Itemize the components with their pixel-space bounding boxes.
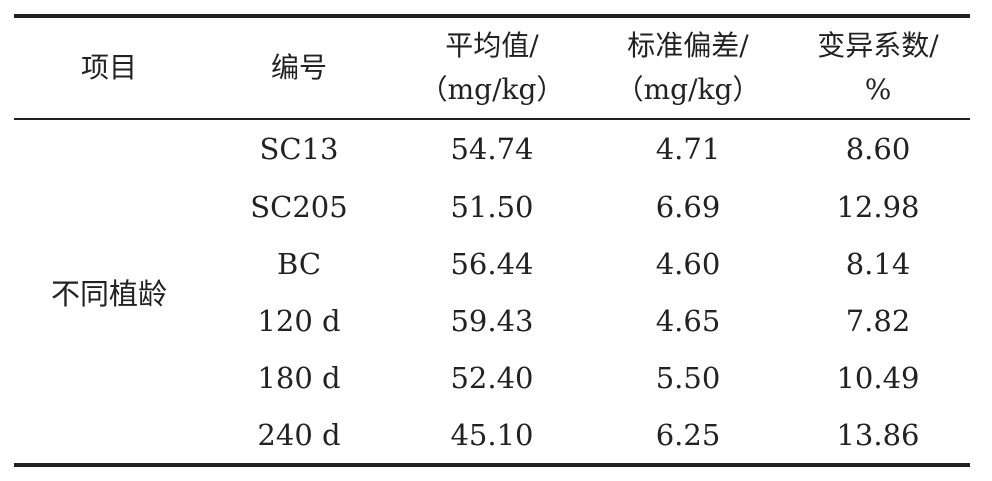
cell-cv: 12.98 (836, 189, 920, 224)
header-item: 项目 (14, 16, 204, 119)
header-id-label: 编号 (270, 51, 327, 84)
cell-cv: 13.86 (836, 417, 920, 452)
cell-mean: 52.40 (450, 360, 534, 395)
cell-mean: 54.74 (450, 132, 534, 166)
cell-mean: 59.43 (450, 303, 534, 338)
cell-mean: 56.44 (450, 246, 534, 281)
header-id: 编号 (204, 16, 394, 119)
header-cv-label: 变异系数/ (817, 29, 939, 62)
header-mean-unit: （mg/kg） (419, 73, 565, 106)
table-header: 项目 编号 平均值/ （mg/kg） 标准偏差/ （mg/kg） 变异系数/ % (14, 16, 970, 119)
cell-cv: 7.82 (845, 303, 911, 338)
cell-id: SC205 (250, 189, 348, 224)
cell-id: SC13 (259, 132, 339, 166)
statistics-table: 项目 编号 平均值/ （mg/kg） 标准偏差/ （mg/kg） 变异系数/ % (14, 14, 970, 467)
cell-sd: 6.69 (655, 189, 721, 224)
header-sd: 标准偏差/ （mg/kg） (590, 16, 786, 119)
cell-id: 180 d (257, 360, 341, 395)
cell-sd: 4.71 (655, 132, 721, 166)
cell-sd: 6.25 (655, 417, 721, 452)
cell-cv: 8.60 (845, 132, 911, 166)
header-item-label: 项目 (80, 51, 137, 84)
data-table-container: 项目 编号 平均值/ （mg/kg） 标准偏差/ （mg/kg） 变异系数/ % (14, 14, 970, 467)
cell-mean: 51.50 (450, 189, 534, 224)
header-row: 项目 编号 平均值/ （mg/kg） 标准偏差/ （mg/kg） 变异系数/ % (14, 16, 970, 119)
header-cv: 变异系数/ % (786, 16, 970, 119)
header-cv-unit: % (864, 73, 892, 106)
cell-cv: 10.49 (836, 360, 920, 395)
table-row: 240 d 45.10 6.25 13.86 (14, 406, 970, 465)
cell-id: 240 d (257, 417, 341, 452)
table-row: BC 56.44 4.60 8.14 (14, 235, 970, 292)
header-sd-label: 标准偏差/ (627, 29, 749, 62)
cell-sd: 4.60 (655, 246, 721, 281)
cell-id: 120 d (257, 303, 341, 338)
cell-id: BC (276, 246, 322, 281)
header-mean-label: 平均值/ (445, 29, 539, 62)
cell-sd: 4.65 (655, 303, 721, 338)
cell-mean: 45.10 (450, 417, 534, 452)
cell-cv: 8.14 (845, 246, 911, 281)
header-sd-unit: （mg/kg） (615, 73, 761, 106)
cell-sd: 5.50 (655, 360, 721, 395)
table-row: 不同植龄 SC13 54.74 4.71 8.60 (14, 119, 970, 311)
table-row: 120 d 59.43 4.65 7.82 (14, 292, 970, 349)
header-mean: 平均值/ （mg/kg） (394, 16, 590, 119)
table-row: 180 d 52.40 5.50 10.49 (14, 349, 970, 406)
table-body: 不同植龄 SC13 54.74 4.71 8.60 SC205 51.50 6.… (14, 119, 970, 465)
table-row: SC205 51.50 6.69 12.98 (14, 178, 970, 235)
group-label-cell: 不同植龄 (50, 276, 167, 311)
